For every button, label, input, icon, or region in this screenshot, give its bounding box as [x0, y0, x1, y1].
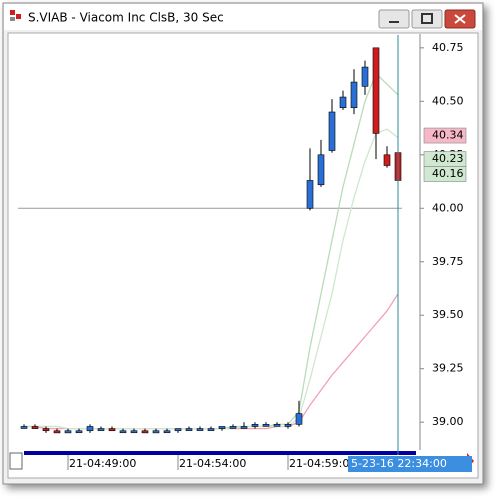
y-tick-label: 39.75 [432, 255, 464, 268]
y-tick-label: 39.25 [432, 362, 464, 375]
candle-body [163, 430, 171, 434]
y-tick-label: 40.50 [432, 94, 464, 107]
candle-body [130, 430, 138, 434]
y-tick-label: 40.75 [432, 41, 464, 54]
candle-body [361, 66, 369, 87]
candle-body [185, 428, 193, 431]
candle-body [141, 430, 149, 434]
candle-body [251, 424, 259, 427]
minimize-button[interactable] [378, 9, 410, 29]
candle-body [119, 430, 127, 434]
candle-body [31, 426, 39, 429]
candle-body [339, 96, 347, 109]
candle-body [262, 424, 270, 427]
x-tick-label: 21-04:49:00 [69, 457, 136, 470]
x-tick-label: 21-04:54:00 [179, 457, 246, 470]
candle-body [328, 111, 336, 151]
price-label-box [423, 166, 467, 182]
minimize-icon [389, 21, 399, 23]
y-tick-label: 39.50 [432, 308, 464, 321]
maximize-icon [421, 13, 433, 24]
candle-body [75, 430, 83, 434]
candle-body [240, 426, 248, 429]
candle-body [350, 81, 358, 109]
app-icon [10, 10, 21, 21]
candle-body [273, 424, 281, 427]
candle-body [86, 426, 94, 432]
price-label: 40.16 [432, 167, 464, 180]
candle-body [372, 47, 380, 134]
candle-body [53, 430, 61, 434]
cursor-label: 5-23-16 22:34:00 [351, 457, 447, 470]
candle-body [20, 426, 28, 429]
candle-body [97, 428, 105, 431]
candle-body [383, 154, 391, 166]
candle-body [174, 428, 182, 432]
candle-body [229, 426, 237, 429]
price-label: 40.34 [432, 129, 464, 142]
candle-body [64, 430, 72, 434]
y-tick-label: 40.00 [432, 201, 464, 214]
window-title: S.VIAB - Viacom Inc ClsB, 30 Sec [28, 11, 224, 25]
cursor-label-bg [348, 456, 472, 472]
x-tick-label: 21-04:59:00 [289, 457, 356, 470]
checkbox[interactable] [9, 452, 23, 470]
scroll-bar[interactable] [24, 451, 416, 455]
candle-body [152, 430, 160, 434]
chart-panel [7, 32, 479, 479]
candle-body [218, 426, 226, 429]
price-label-box [423, 127, 467, 144]
close-icon [454, 14, 466, 24]
candle-body [196, 428, 204, 431]
price-label: 40.23 [432, 152, 464, 165]
candle-body [306, 180, 314, 209]
candle-body [317, 154, 325, 186]
y-tick-label: 39.00 [432, 415, 464, 428]
candle-body [42, 428, 50, 432]
candle-body [295, 413, 303, 425]
candle-body [207, 428, 215, 431]
maximize-button[interactable] [411, 9, 443, 29]
candle-body [284, 424, 292, 427]
candle-body [108, 428, 116, 432]
